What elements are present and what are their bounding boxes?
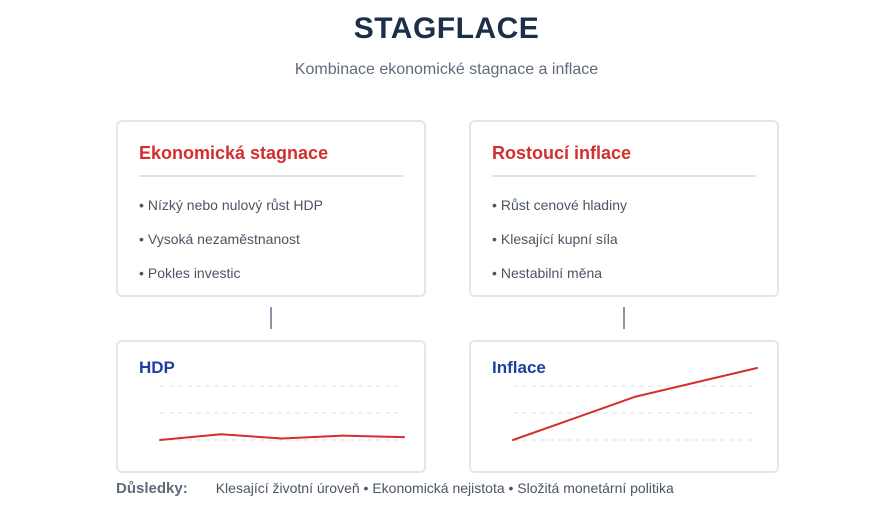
card-divider: [139, 175, 403, 177]
inflation-chart-title: Inflace: [492, 358, 546, 377]
chart-line-segment: [573, 395, 636, 420]
list-item: Nestabilní měna: [492, 264, 627, 298]
connector-line-left: [270, 307, 272, 329]
inflation-card: Rostoucí inflace Růst cenové hladiny Kle…: [469, 120, 779, 297]
chart-line-segment: [512, 417, 575, 441]
hdp-chart-title: HDP: [139, 358, 175, 377]
chart-line-segment: [634, 381, 697, 398]
hdp-chart-card: HDP: [116, 340, 426, 473]
hdp-chart: [159, 385, 405, 441]
consequences-footer: Důsledky: Klesající životní úroveň • Ekon…: [116, 480, 883, 497]
inflation-chart-card: Inflace: [469, 340, 779, 473]
stagnation-card: Ekonomická stagnace Nízký nebo nulový rů…: [116, 120, 426, 297]
inflation-list: Růst cenové hladiny Klesající kupní síla…: [492, 196, 627, 298]
consequences-text: Klesající životní úroveň • Ekonomická ne…: [215, 480, 674, 496]
connector-line-right: [623, 307, 625, 329]
list-item: Pokles investic: [139, 264, 323, 298]
card-divider: [492, 175, 756, 177]
page-title: STAGFLACE: [353, 12, 540, 45]
stagnation-list: Nízký nebo nulový růst HDP Vysoká nezamě…: [139, 196, 323, 298]
chart-line-segment: [159, 433, 222, 441]
list-item: Klesající kupní síla: [492, 230, 627, 264]
list-item: Růst cenové hladiny: [492, 196, 627, 230]
page-subtitle: Kombinace ekonomické stagnace a inflace: [294, 61, 599, 78]
inflation-card-title: Rostoucí inflace: [492, 143, 632, 163]
consequences-label: Důsledky:: [116, 480, 188, 497]
list-item: Nízký nebo nulový růst HDP: [139, 196, 323, 230]
inflation-chart: [512, 367, 758, 441]
chart-line-segment: [342, 434, 405, 439]
chart-line-segment: [281, 434, 344, 440]
list-item: Vysoká nezaměstnanost: [139, 230, 323, 264]
stagnation-card-title: Ekonomická stagnace: [139, 143, 329, 163]
chart-line-segment: [695, 367, 758, 384]
chart-line-segment: [220, 433, 283, 440]
